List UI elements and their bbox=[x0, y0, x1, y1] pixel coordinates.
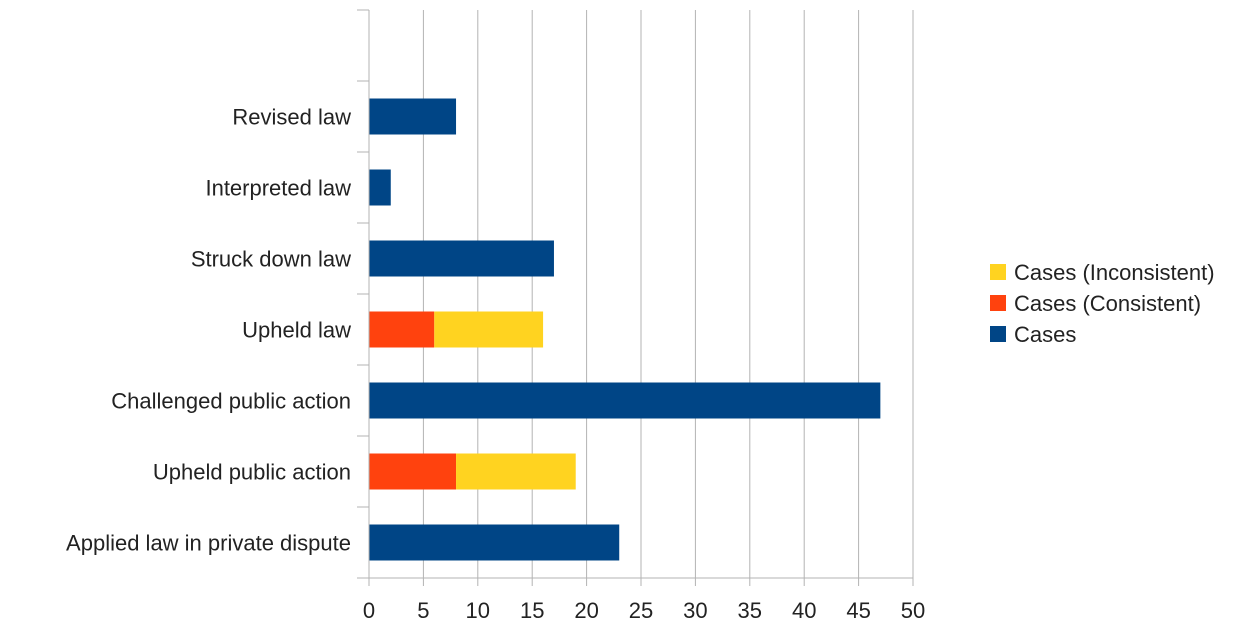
x-tick-label: 25 bbox=[629, 598, 653, 622]
legend-swatch bbox=[990, 326, 1006, 342]
bar-segment bbox=[369, 240, 554, 277]
bar-segment bbox=[369, 524, 620, 561]
x-tick-label: 0 bbox=[363, 598, 375, 622]
bar-segment bbox=[369, 98, 457, 135]
axes bbox=[357, 9, 913, 586]
category-label: Applied law in private dispute bbox=[66, 531, 351, 556]
category-label: Revised law bbox=[232, 105, 351, 130]
x-tick-label: 15 bbox=[520, 598, 544, 622]
bar-segment bbox=[369, 382, 881, 419]
legend-swatch bbox=[990, 295, 1006, 311]
x-tick-label: 50 bbox=[901, 598, 925, 622]
bars bbox=[369, 98, 881, 561]
bar-segment bbox=[369, 169, 391, 206]
bar-segment bbox=[456, 453, 576, 490]
x-tick-label: 35 bbox=[738, 598, 762, 622]
legend-label: Cases (Consistent) bbox=[1014, 291, 1201, 316]
x-tick-label: 45 bbox=[846, 598, 870, 622]
category-label: Struck down law bbox=[191, 247, 351, 272]
legend-swatch bbox=[990, 264, 1006, 280]
legend-label: Cases bbox=[1014, 322, 1076, 347]
x-tick-label: 20 bbox=[574, 598, 598, 622]
gridlines bbox=[368, 10, 914, 586]
category-label: Upheld law bbox=[242, 318, 351, 343]
category-label: Challenged public action bbox=[111, 389, 351, 414]
category-label: Upheld public action bbox=[153, 460, 351, 485]
x-tick-label: 40 bbox=[792, 598, 816, 622]
x-tick-label: 10 bbox=[466, 598, 490, 622]
x-tick-label: 5 bbox=[417, 598, 429, 622]
x-tick-label: 30 bbox=[683, 598, 707, 622]
bar-segment bbox=[434, 311, 544, 348]
axis-labels: 0 5 10 15 20 25 30 35 40 45 50 Revised law Interpret… bbox=[66, 105, 925, 622]
legend: Cases (Inconsistent) Cases (Consistent) Ca… bbox=[990, 260, 1215, 347]
bar-segment bbox=[369, 453, 457, 490]
legend-label: Cases (Inconsistent) bbox=[1014, 260, 1215, 285]
bar-segment bbox=[369, 311, 435, 348]
category-label: Interpreted law bbox=[205, 176, 351, 201]
